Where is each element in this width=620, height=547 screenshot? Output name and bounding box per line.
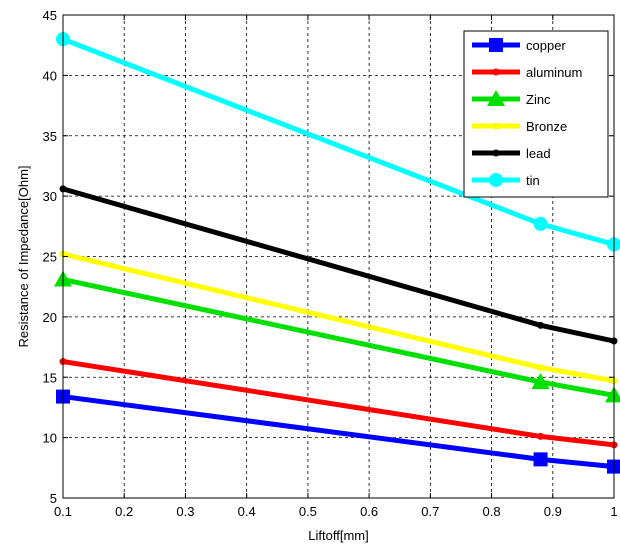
x-tick-label: 0.5 bbox=[299, 504, 317, 519]
y-tick-label: 25 bbox=[43, 250, 57, 265]
legend-item: aluminum bbox=[472, 65, 582, 80]
y-tick-label: 40 bbox=[43, 68, 57, 83]
legend-marker bbox=[492, 68, 500, 76]
legend-label: Bronze bbox=[526, 119, 567, 134]
legend-marker bbox=[492, 122, 500, 130]
legend-label: copper bbox=[526, 38, 566, 53]
data-point bbox=[533, 216, 548, 231]
legend-marker bbox=[489, 173, 503, 187]
y-tick-label: 15 bbox=[43, 370, 57, 385]
x-tick-label: 0.7 bbox=[421, 504, 439, 519]
legend-marker bbox=[492, 149, 500, 157]
y-tick-label: 30 bbox=[43, 189, 57, 204]
x-tick-label: 0.3 bbox=[176, 504, 194, 519]
x-tick-label: 0.9 bbox=[544, 504, 562, 519]
legend-label: aluminum bbox=[526, 65, 582, 80]
legend-item: lead bbox=[472, 146, 551, 161]
x-tick-label: 0.2 bbox=[115, 504, 133, 519]
x-tick-label: 1 bbox=[610, 504, 617, 519]
legend-item: Bronze bbox=[472, 119, 567, 134]
data-point bbox=[605, 386, 620, 403]
y-axis-label: Resistance of Impedance[Ohm] bbox=[16, 165, 31, 347]
data-point bbox=[537, 364, 545, 372]
legend-item: copper bbox=[472, 38, 566, 53]
axis-ticks: 0.1 0.2 0.3 0.4 0.5 0.6 0.7 0.8 0.9 1510152025303… bbox=[43, 8, 618, 519]
y-tick-label: 5 bbox=[50, 491, 57, 506]
x-tick-label: 0.1 bbox=[54, 504, 72, 519]
x-axis-label: Liftoff[mm] bbox=[308, 528, 368, 543]
legend-marker bbox=[489, 38, 503, 52]
legend-item: Zinc bbox=[472, 90, 551, 107]
x-tick-label: 0.8 bbox=[483, 504, 501, 519]
data-point bbox=[531, 373, 550, 390]
x-tick-label: 0.4 bbox=[238, 504, 256, 519]
y-tick-label: 35 bbox=[43, 129, 57, 144]
y-tick-label: 45 bbox=[43, 8, 57, 23]
data-point bbox=[537, 432, 545, 440]
y-tick-label: 20 bbox=[43, 310, 57, 325]
legend-marker bbox=[487, 90, 505, 106]
y-tick-label: 10 bbox=[43, 431, 57, 446]
series-lead bbox=[59, 185, 618, 345]
legend-box bbox=[463, 30, 609, 198]
x-tick-label: 0.6 bbox=[360, 504, 378, 519]
legend-item: tin bbox=[472, 173, 540, 188]
legend: copper aluminum Zinc Bronze lead tin bbox=[463, 30, 609, 198]
legend-label: Zinc bbox=[526, 92, 551, 107]
data-point bbox=[537, 321, 545, 329]
data-point bbox=[533, 452, 548, 467]
legend-label: tin bbox=[526, 173, 540, 188]
legend-label: lead bbox=[526, 146, 551, 161]
series-group bbox=[54, 32, 620, 474]
